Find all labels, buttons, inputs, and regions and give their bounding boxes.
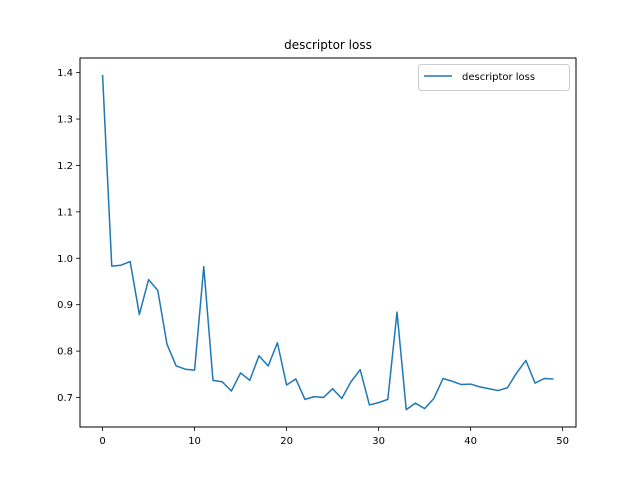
y-tick-label: 0.8 [57, 347, 73, 358]
axes-frame [79, 57, 577, 428]
legend: descriptor loss [418, 64, 570, 91]
series-line-descriptor-loss [101, 74, 554, 411]
chart-title: descriptor loss [284, 38, 372, 52]
y-axis: 0.7 0.8 0.9 1.0 1.1 1.2 1.3 1.4 [57, 68, 80, 404]
x-tick-label: 30 [372, 436, 385, 447]
x-tick-label: 10 [188, 436, 201, 447]
x-axis: 0 10 20 30 40 50 [99, 427, 569, 447]
legend-box [418, 64, 570, 91]
x-tick-label: 20 [280, 436, 293, 447]
y-tick-label: 1.4 [57, 68, 73, 79]
x-tick-label: 50 [556, 436, 569, 447]
y-tick-label: 1.2 [57, 161, 73, 172]
y-tick-label: 1.1 [57, 207, 73, 218]
legend-label-descriptor-loss: descriptor loss [462, 72, 535, 83]
y-tick-label: 1.3 [57, 115, 73, 126]
y-tick-label: 0.9 [57, 300, 73, 311]
x-tick-label: 0 [99, 436, 105, 447]
plot-area [101, 74, 554, 411]
y-tick-label: 1.0 [57, 254, 73, 265]
y-tick-label: 0.7 [57, 393, 73, 404]
x-tick-label: 40 [464, 436, 477, 447]
